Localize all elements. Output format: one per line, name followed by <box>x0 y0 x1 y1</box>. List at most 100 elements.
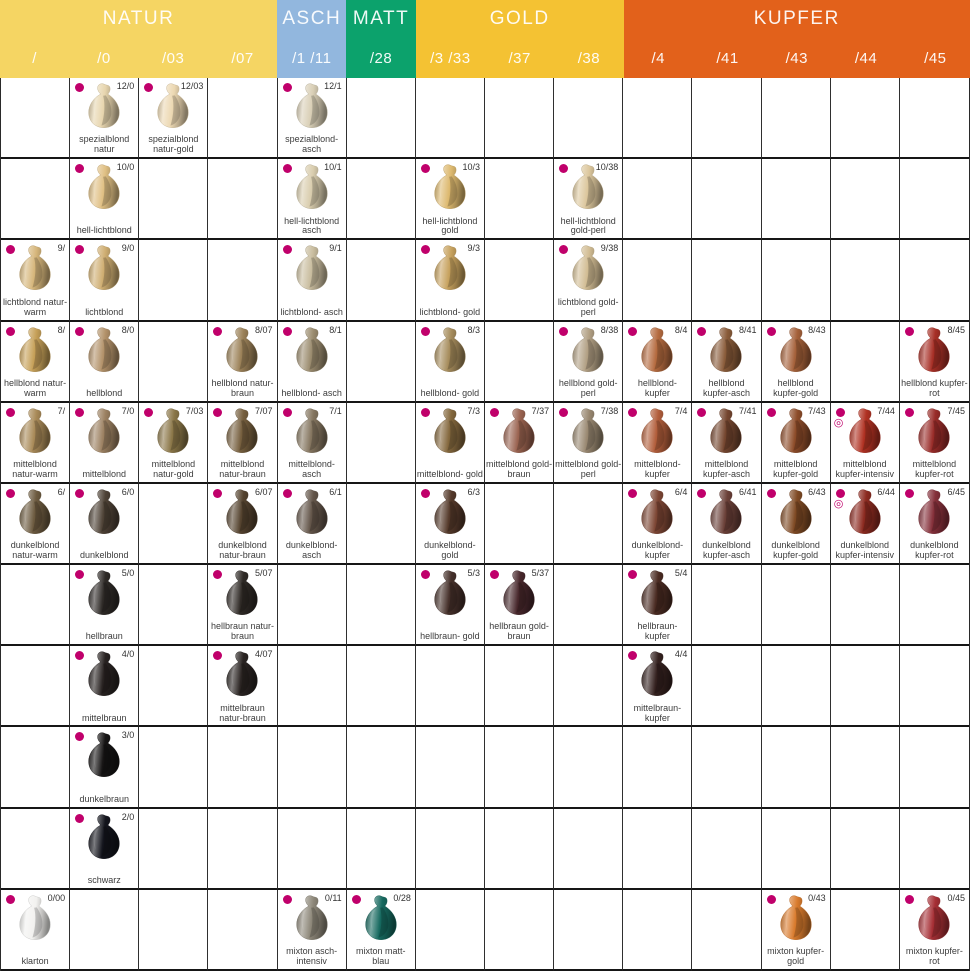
shade-label: mittelblond kupfer-gold <box>773 459 819 480</box>
hair-swatch <box>19 245 51 291</box>
availability-dot-icon <box>75 407 85 417</box>
empty-cell <box>1 646 71 728</box>
empty-cell <box>277 727 347 809</box>
shade-cell-6-0: 6/0 dunkelblond <box>70 483 140 566</box>
shade-label: schwarz <box>87 874 121 885</box>
shade-code: 3/0 <box>121 730 135 741</box>
hair-swatch <box>88 732 120 778</box>
shade-label: hell-lichtblond asch <box>284 215 340 236</box>
hair-swatch <box>88 245 120 291</box>
empty-cell <box>692 727 762 809</box>
shade-cell-8-0: 8/0 hellblond <box>70 321 140 403</box>
empty-cell <box>139 727 209 809</box>
shade-label: lichtblond natur-warm <box>3 296 68 317</box>
empty-cell <box>761 565 831 647</box>
shade-cell-8-43: 8/43 hellblond kupfer-gold <box>761 321 831 403</box>
empty-cell <box>623 159 693 241</box>
availability-dot-icon <box>904 894 914 904</box>
empty-cell <box>692 565 762 647</box>
shade-code: 6/41 <box>739 486 757 497</box>
availability-dot-icon <box>628 326 638 336</box>
shade-cell-7-41: 7/41 mittelblond kupfer-asch <box>692 402 762 484</box>
shade-code: 7/41 <box>739 405 757 416</box>
hair-swatch <box>19 408 51 453</box>
shade-code: 12/0 <box>116 81 135 91</box>
empty-cell <box>277 808 347 890</box>
shade-code: 6/1 <box>329 486 342 497</box>
hair-swatch <box>296 245 328 291</box>
shade-cell-0-45: 0/45 mixton kupfer-rot <box>899 889 969 971</box>
availability-dot-icon <box>75 164 85 174</box>
shade-label: hellbraun- kupfer <box>637 621 678 642</box>
shade-code: 8/4 <box>674 324 688 335</box>
shade-code: 7/43 <box>808 405 826 416</box>
availability-dot-icon <box>351 894 361 904</box>
empty-cell <box>208 159 278 241</box>
empty-cell <box>692 646 762 728</box>
hair-swatch <box>710 327 743 372</box>
shade-cell-6-45: 6/45 dunkelblond kupfer-rot <box>899 483 969 566</box>
empty-cell <box>346 727 416 809</box>
shade-cell-10-0: 10/0 hell-lichtblond <box>70 159 140 241</box>
hair-swatch <box>296 83 328 128</box>
hair-swatch <box>157 83 189 128</box>
shade-cell-5-37: 5/37 hellbraun gold-braun <box>485 565 555 647</box>
shade-label: mixton asch- intensiv <box>286 946 338 967</box>
column-code--38: /38 <box>554 38 624 78</box>
shade-code: 7/ <box>57 405 66 416</box>
shade-cell-8-07: 8/07 hellblond natur-braun <box>208 321 278 403</box>
empty-cell <box>692 889 762 971</box>
empty-cell <box>139 646 209 728</box>
shade-cell-7-43: 7/43 mittelblond kupfer-gold <box>761 402 831 484</box>
availability-dot-icon <box>835 407 845 417</box>
empty-cell <box>554 78 624 160</box>
column-code--: / <box>0 38 70 78</box>
empty-cell <box>899 808 969 890</box>
empty-cell <box>1 78 71 160</box>
empty-cell <box>623 78 693 160</box>
hair-swatch <box>918 327 950 372</box>
shade-code: 12/03 <box>180 81 204 91</box>
shade-cell-5-07: 5/07 hellbraun natur-braun <box>208 565 278 647</box>
availability-dot-icon <box>559 164 569 174</box>
empty-cell <box>761 727 831 809</box>
empty-cell <box>139 483 209 566</box>
availability-dot-icon <box>282 164 292 174</box>
empty-cell <box>346 402 416 484</box>
availability-dot-icon <box>904 407 914 417</box>
hair-swatch <box>849 408 881 453</box>
shade-cell-7-45: 7/45 mittelblond kupfer-rot <box>899 402 969 484</box>
shade-cell-5-0: 5/0 hellbraun <box>70 565 140 647</box>
hair-swatch <box>849 489 881 534</box>
shade-code: 0/00 <box>47 892 66 903</box>
column-code--07: /07 <box>207 38 278 78</box>
hair-swatch <box>710 489 743 534</box>
shade-cell-9-1: 9/1 lichtblond- asch <box>277 240 347 322</box>
empty-cell <box>830 727 900 809</box>
empty-cell <box>208 240 278 322</box>
shade-label: spezialblond natur <box>79 134 130 155</box>
hair-swatch <box>572 327 604 372</box>
shade-label: mittelblond kupfer-rot <box>912 459 957 480</box>
availability-dot-icon <box>75 732 85 742</box>
shade-cell-6-3: 6/3 dunkelblond- gold <box>415 483 485 566</box>
shade-cell-12-03: 12/03 spezialblond natur-gold <box>139 78 209 160</box>
shade-code: 6/0 <box>121 486 135 497</box>
intensiv-marker-icon: ◎ <box>833 416 844 429</box>
shade-label: spezialblond natur-gold <box>148 134 199 155</box>
empty-cell <box>70 889 140 971</box>
shade-code: 7/38 <box>600 405 619 416</box>
hair-swatch <box>157 408 189 453</box>
empty-cell <box>346 565 416 647</box>
shade-cell-9-3: 9/3 lichtblond- gold <box>415 240 485 322</box>
shade-label: mixton kupfer-rot <box>905 946 963 967</box>
shade-label: klarton <box>21 956 49 967</box>
empty-cell <box>415 808 485 890</box>
shade-cell-7-0: 7/0 mittelblond <box>70 402 140 484</box>
column-code-row: //0/03/07/1 /11/28/3 /33/37/38/4/41/43/4… <box>0 38 970 78</box>
hair-swatch <box>19 895 51 940</box>
shade-cell-4-4: 4/4 mittelbraun- kupfer <box>623 646 693 728</box>
empty-cell <box>830 321 900 403</box>
shade-label: mittelbraun- kupfer <box>633 702 682 723</box>
empty-cell <box>485 889 555 971</box>
